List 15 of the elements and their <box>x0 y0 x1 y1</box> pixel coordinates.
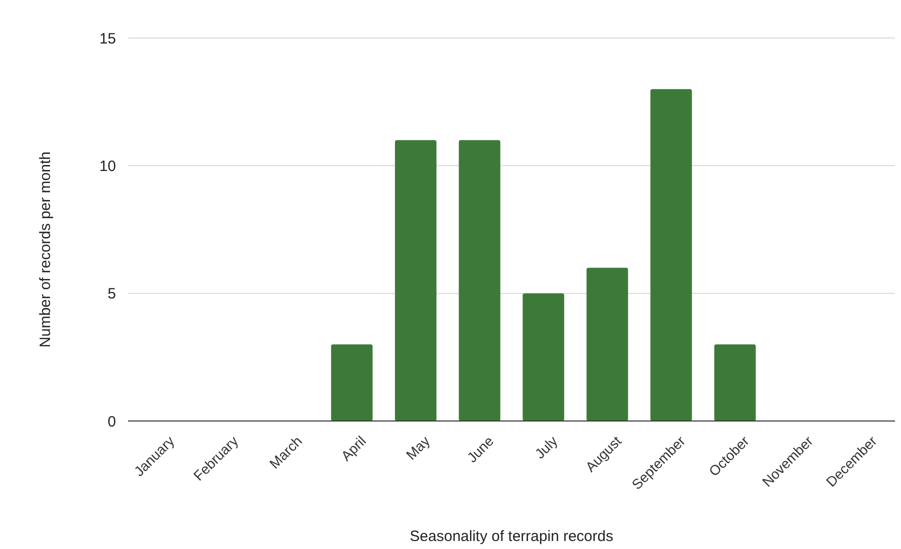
bar <box>394 140 436 421</box>
y-tick-label: 0 <box>108 413 116 430</box>
bar <box>714 344 756 421</box>
bar <box>458 140 500 421</box>
y-tick-label: 15 <box>99 30 116 48</box>
y-tick-label: 5 <box>108 286 116 303</box>
x-tick-label: July <box>532 432 560 462</box>
bar <box>331 344 373 421</box>
y-tick-label: 10 <box>99 158 116 175</box>
y-axis-title: Number of records per month <box>37 152 54 348</box>
bar <box>650 89 692 421</box>
bar <box>522 293 564 421</box>
x-axis-title: Seasonality of terrapin records <box>410 528 614 545</box>
x-tick-label: May <box>402 432 433 463</box>
bar <box>586 268 628 421</box>
